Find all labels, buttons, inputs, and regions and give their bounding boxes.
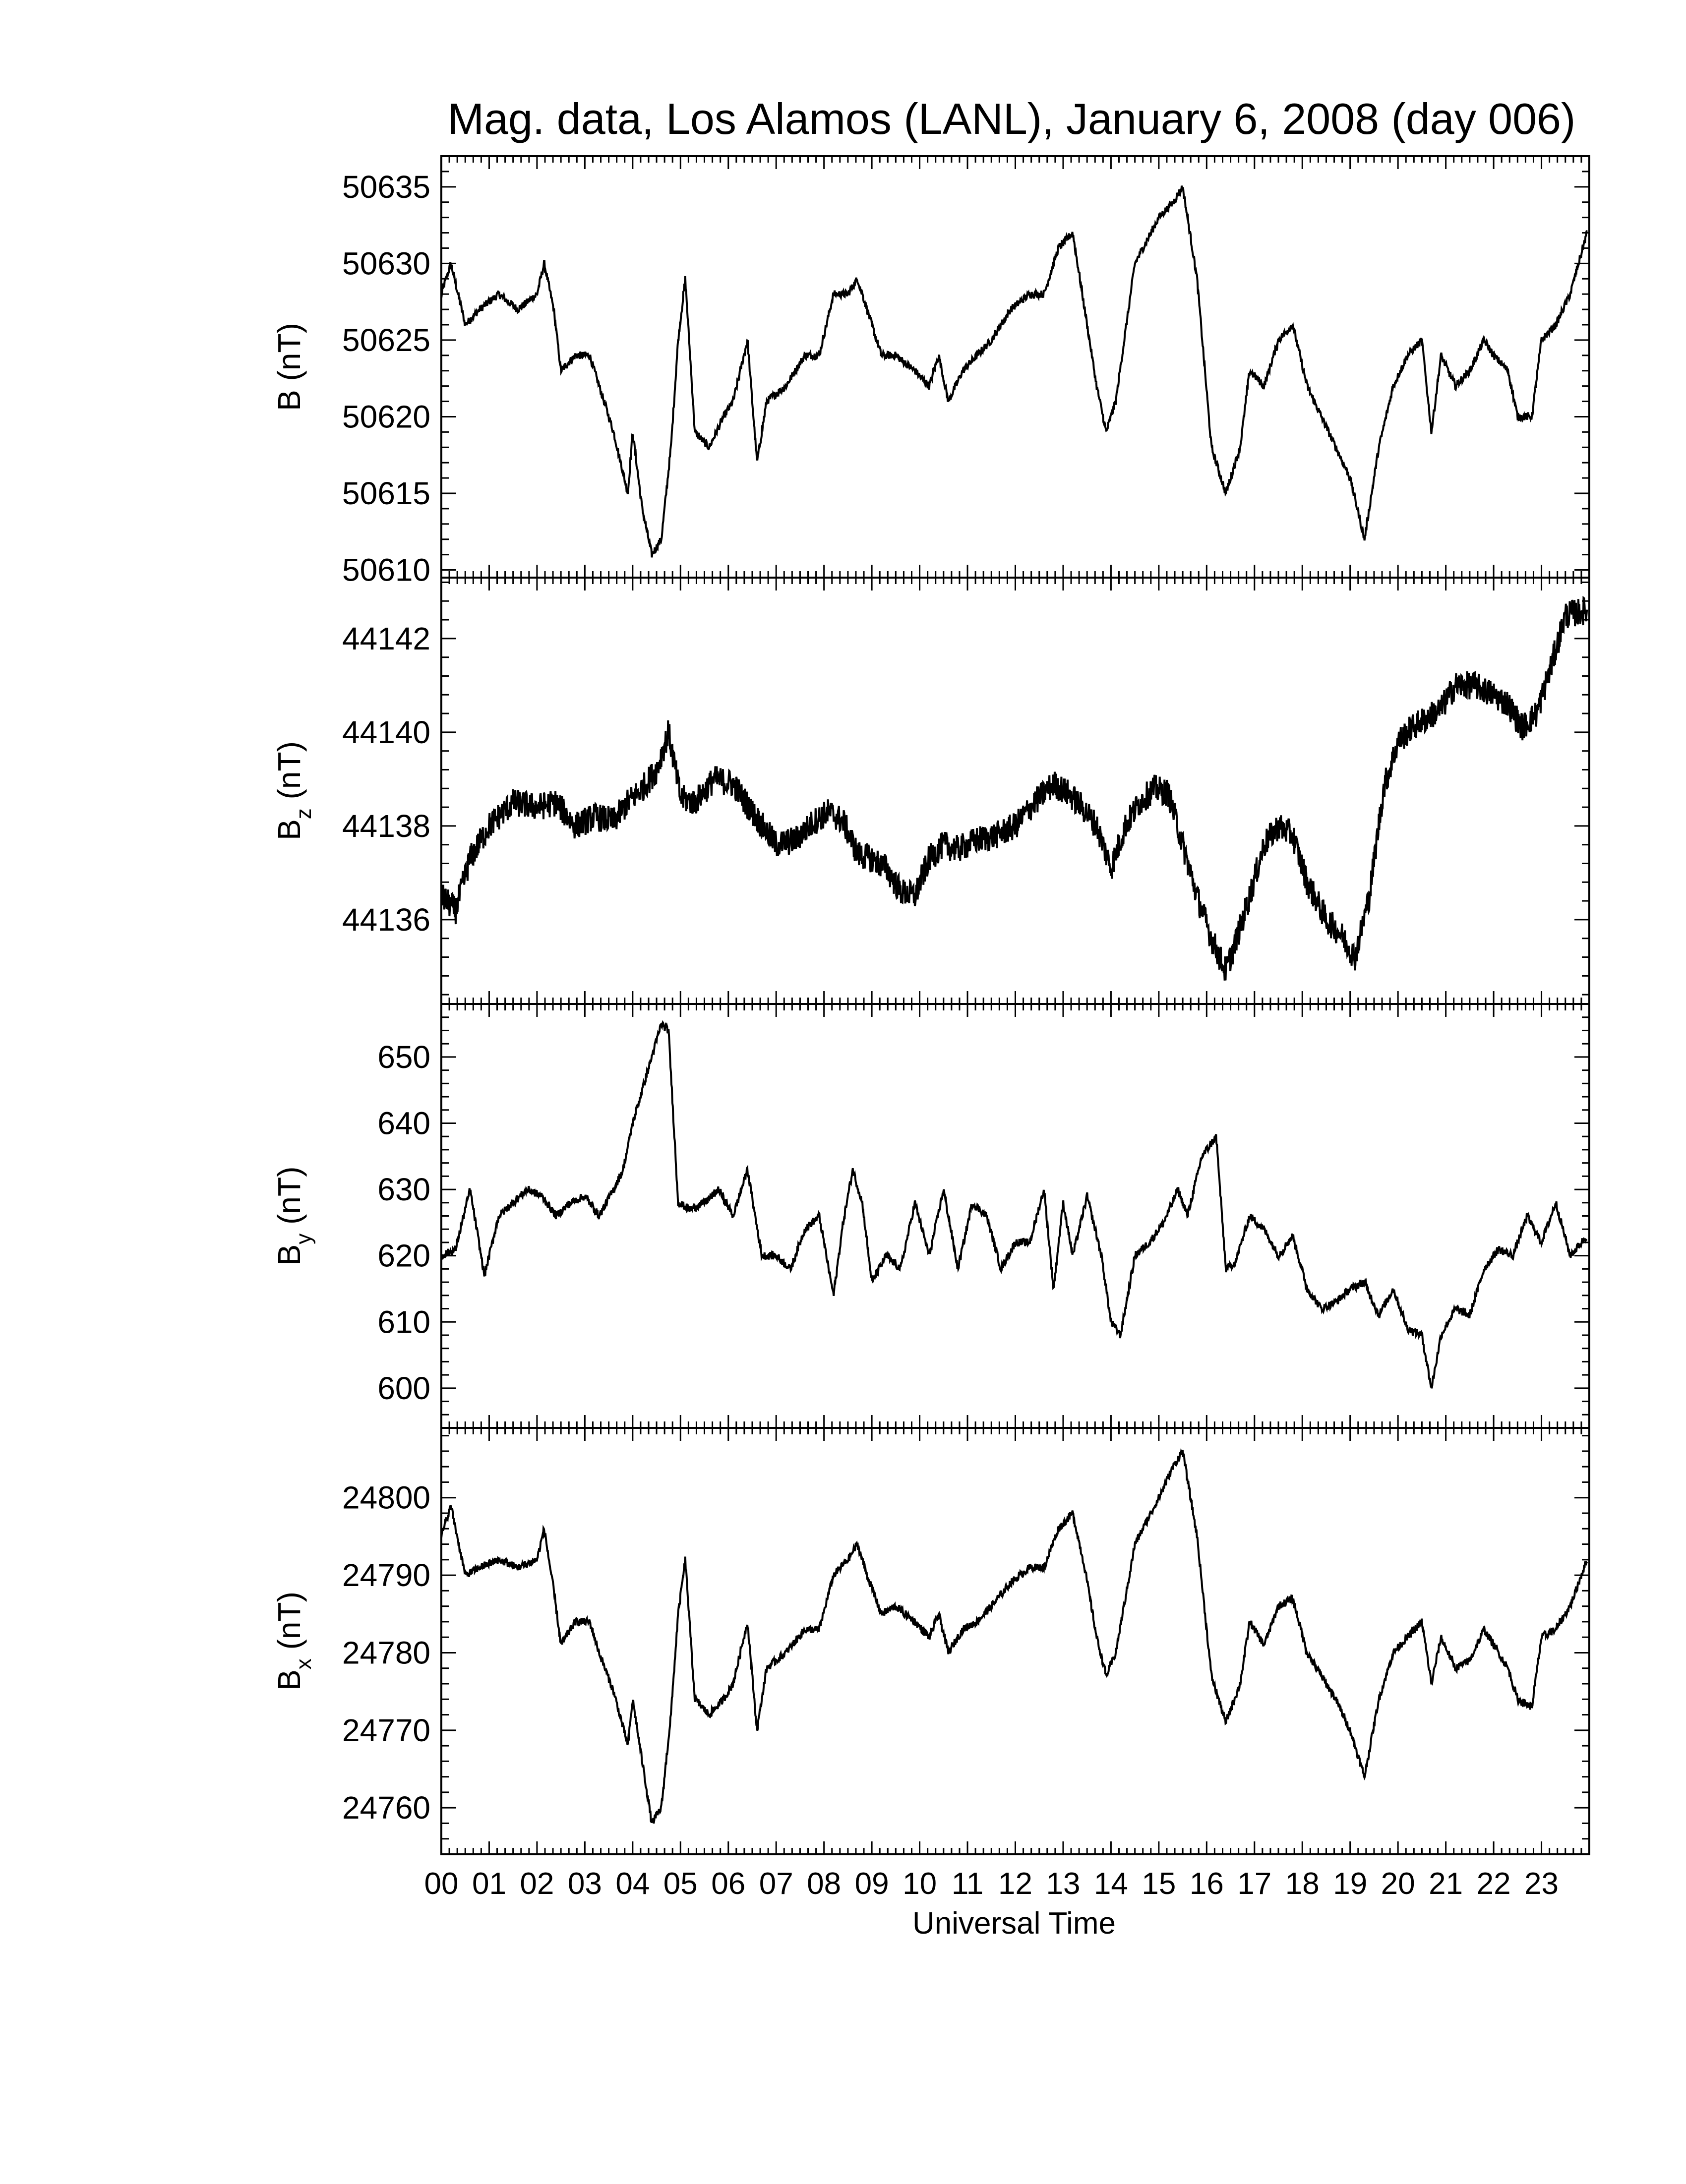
- panel-Bz: 44136 44138 44140 44142 Bz (nT): [271, 577, 1590, 1005]
- y-tick-label: 600: [377, 1370, 430, 1406]
- series-line-Bx: [441, 1448, 1588, 1824]
- y-tick-label: 650: [377, 1039, 430, 1075]
- y-tick-label: 50615: [342, 475, 430, 511]
- y-tick-label: 24760: [342, 1790, 430, 1826]
- x-tick-label: 07: [759, 1867, 793, 1901]
- y-tick-label: 50630: [342, 245, 430, 281]
- panel-frame: [440, 155, 1590, 579]
- y-tick-label: 610: [377, 1304, 430, 1340]
- x-tick-label: 12: [998, 1867, 1032, 1901]
- y-tick-label: 50610: [342, 552, 430, 588]
- x-tick-label: 08: [807, 1867, 841, 1901]
- y-axis-title-B: B (nT): [271, 323, 307, 411]
- series-line-By: [441, 1020, 1588, 1389]
- x-tick-label: 20: [1381, 1867, 1415, 1901]
- x-tick-label: 13: [1046, 1867, 1080, 1901]
- x-tick-label: 11: [952, 1867, 983, 1901]
- x-tick-label: 14: [1094, 1867, 1128, 1901]
- y-tick-label: 50625: [342, 322, 430, 358]
- y-tick-label: 24790: [342, 1557, 430, 1593]
- y-axis-title-By: By (nT): [271, 1167, 316, 1266]
- series-line-B: [441, 185, 1588, 558]
- x-axis-title: Universal Time: [912, 1906, 1116, 1941]
- x-tick-label: 17: [1237, 1867, 1271, 1901]
- panel-Bx: 24760 24770 24780 24790 24800 Bx (nT): [271, 1427, 1590, 1855]
- x-tick-label: 05: [663, 1867, 698, 1901]
- panel-frame: [440, 1427, 1590, 1855]
- x-tick-label: 23: [1524, 1867, 1559, 1901]
- y-tick-label: 44136: [342, 902, 430, 938]
- x-tick-label: 16: [1190, 1867, 1224, 1901]
- panel-frame: [440, 577, 1590, 1005]
- x-tick-label: 21: [1429, 1867, 1463, 1901]
- x-tick-label: 03: [568, 1867, 602, 1901]
- y-tick-label: 24770: [342, 1712, 430, 1748]
- panel-frame: [440, 1003, 1590, 1429]
- x-tick-label: 18: [1285, 1867, 1320, 1901]
- panel-By: 600 610 620 630 640 650 By (nT): [271, 1003, 1590, 1429]
- y-tick-label: 24800: [342, 1480, 430, 1516]
- x-tick-label: 04: [615, 1867, 650, 1901]
- y-tick-label: 640: [377, 1105, 430, 1141]
- y-tick-label: 44140: [342, 714, 430, 750]
- chart-title: Mag. data, Los Alamos (LANL), January 6,…: [448, 94, 1576, 143]
- x-tick-label: 09: [855, 1867, 889, 1901]
- x-tick-label: 00: [424, 1867, 459, 1901]
- y-axis-title-Bz: Bz (nT): [271, 741, 316, 840]
- x-tick-label: 22: [1477, 1867, 1511, 1901]
- y-tick-label: 50620: [342, 399, 430, 434]
- x-tick-label: 02: [520, 1867, 554, 1901]
- x-tick-label: 01: [472, 1867, 506, 1901]
- y-tick-label: 50635: [342, 169, 430, 205]
- panels-group: 50610 50615 50620 50625 50630 50635 B (nT) 4413…: [271, 155, 1590, 1855]
- y-tick-label: 24780: [342, 1635, 430, 1670]
- y-tick-label: 44142: [342, 621, 430, 656]
- x-axis-tick-labels: 00 01 02 03 04 05 06 07 08 09 10 11 12 13 14 15 16 17 18 19…: [424, 1867, 1559, 1901]
- x-tick-label: 15: [1142, 1867, 1176, 1901]
- x-tick-label: 10: [903, 1867, 937, 1901]
- x-tick-label: 19: [1333, 1867, 1367, 1901]
- x-tick-label: 06: [711, 1867, 745, 1901]
- panel-B: 50610 50615 50620 50625 50630 50635 B (nT): [271, 155, 1590, 588]
- y-tick-label: 620: [377, 1238, 430, 1274]
- y-tick-label: 630: [377, 1172, 430, 1207]
- y-axis-title-Bx: Bx (nT): [271, 1592, 316, 1691]
- series-line-Bz: [441, 595, 1588, 981]
- y-tick-label: 44138: [342, 808, 430, 844]
